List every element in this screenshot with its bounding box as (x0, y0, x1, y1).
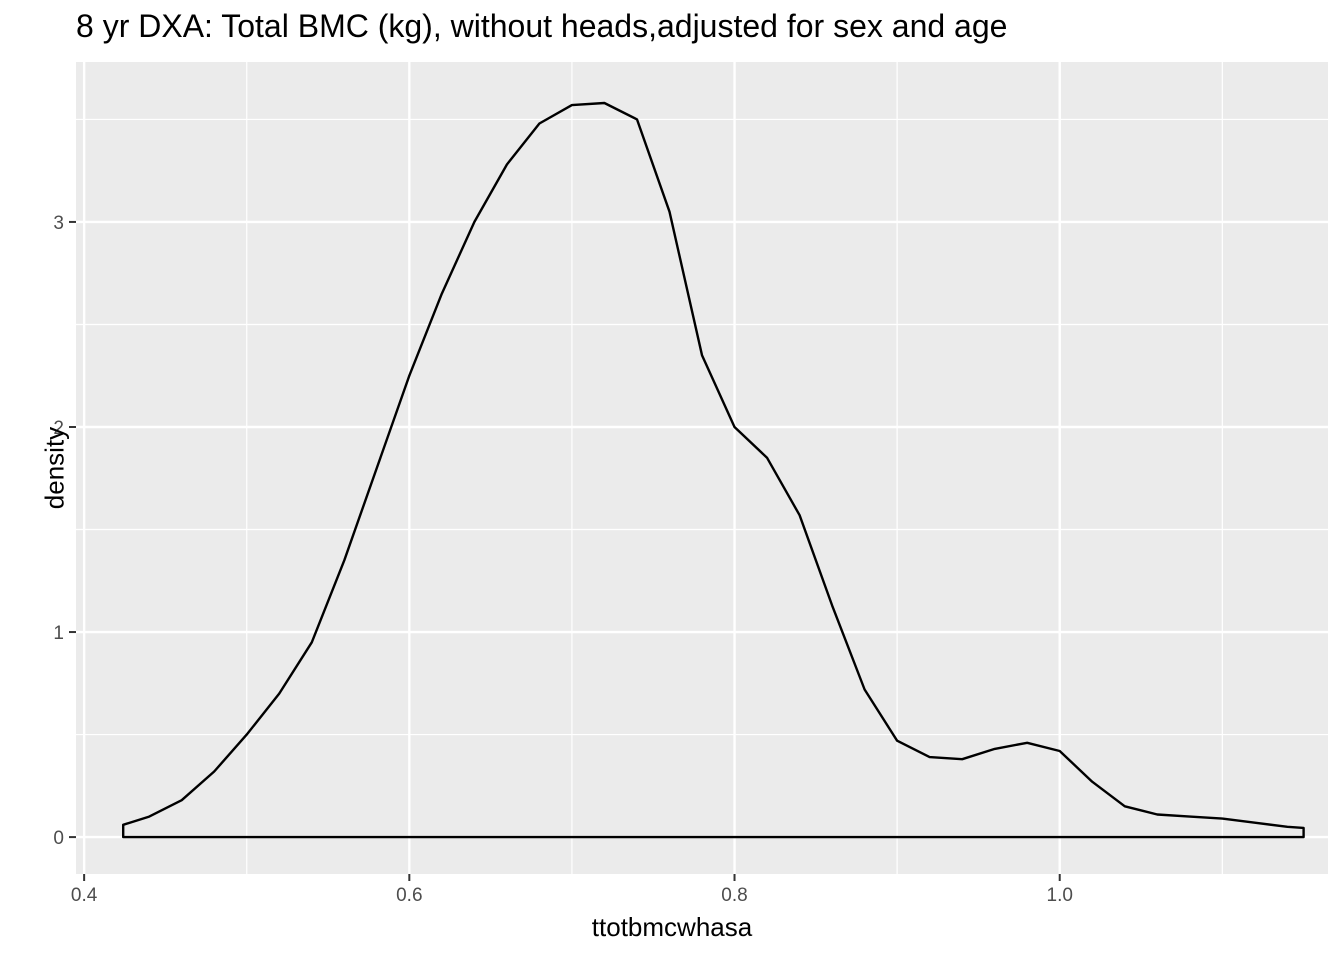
x-tick-label: 0.4 (71, 885, 98, 906)
y-tick-label: 0 (53, 828, 64, 849)
minor-gridlines (76, 62, 1328, 874)
x-axis-label: ttotbmcwhasa (591, 912, 753, 942)
y-axis-label: density (39, 426, 70, 510)
major-gridlines (76, 62, 1328, 874)
x-tick-label: 0.6 (396, 885, 422, 906)
x-axis-ticks: 0.4 0.6 0.8 1.0 (71, 874, 1073, 906)
y-tick-label: 2 (53, 418, 64, 439)
x-tick-label: 0.8 (721, 885, 747, 906)
y-axis-ticks: 0 1 2 3 (53, 213, 76, 849)
chart-title: 8 yr DXA: Total BMC (kg), without heads,… (76, 8, 1008, 44)
y-tick-label: 1 (53, 623, 64, 644)
x-tick-label: 1.0 (1047, 885, 1073, 906)
y-tick-label: 3 (53, 213, 64, 234)
density-curve (122, 101, 1305, 839)
plot-panel (76, 62, 1328, 874)
